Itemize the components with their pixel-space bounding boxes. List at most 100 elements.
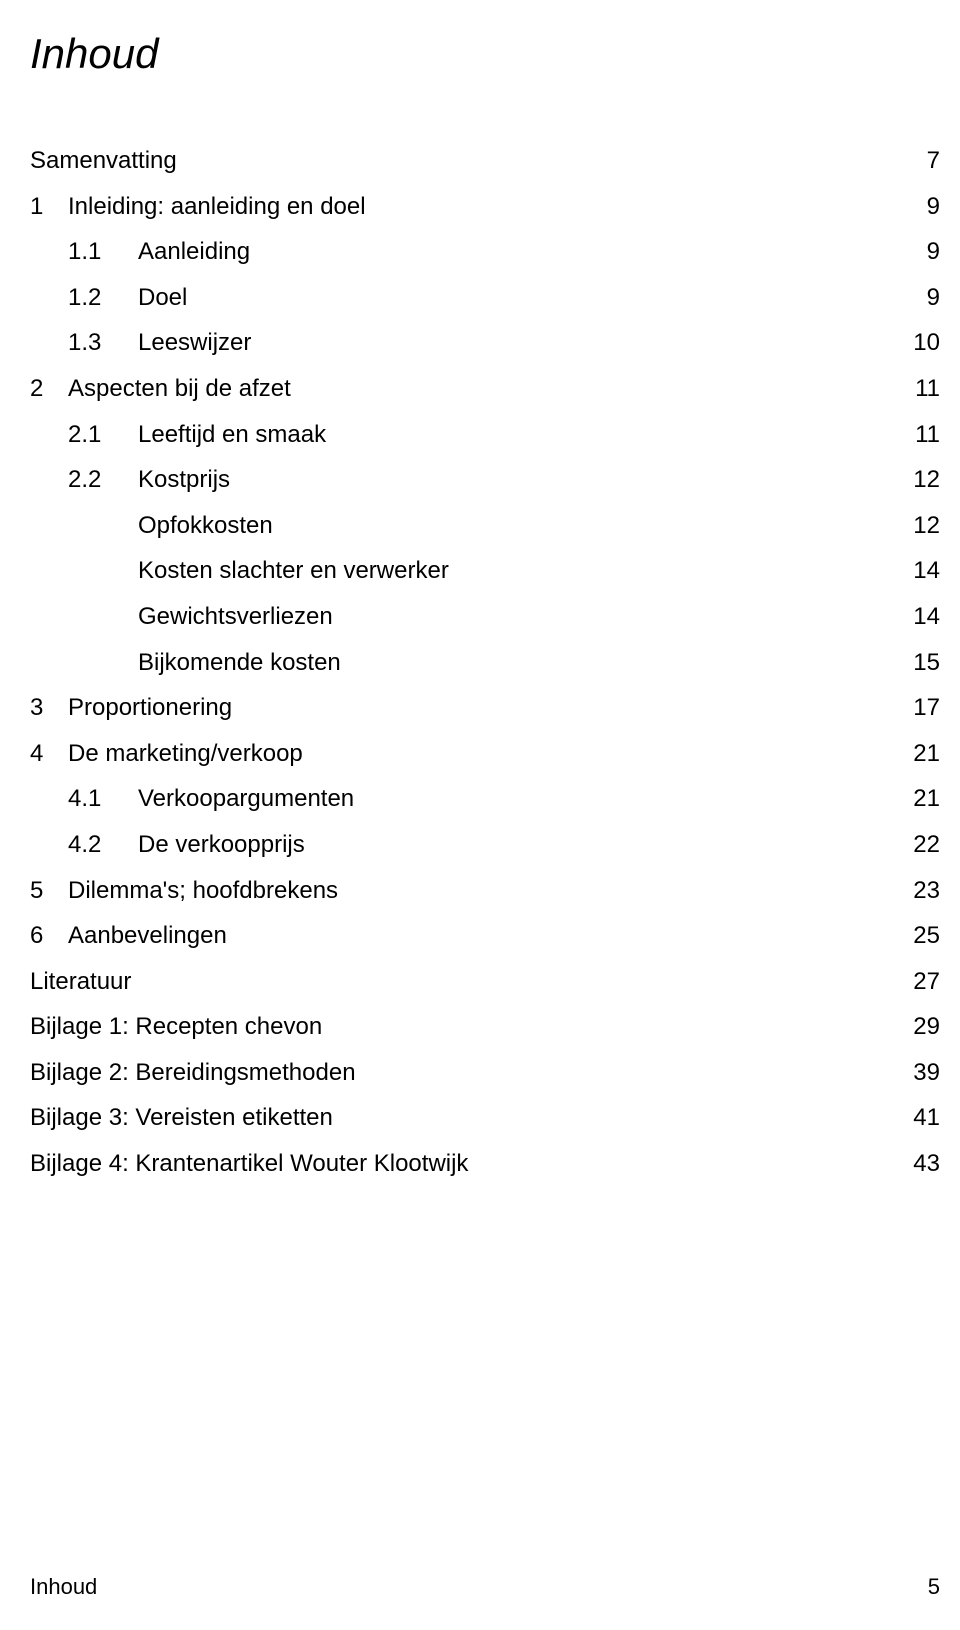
toc-number: 1.2 xyxy=(68,275,138,321)
toc-row: 1.1Aanleiding 9 xyxy=(30,229,940,275)
toc-label: Bijlage 1: Recepten chevon xyxy=(30,1004,322,1050)
toc-label: Doel xyxy=(138,275,187,321)
toc-page: 9 xyxy=(900,275,940,321)
footer-section-label: Inhoud xyxy=(30,1574,97,1600)
toc-row: 5Dilemma's; hoofdbrekens 23 xyxy=(30,868,940,914)
toc-row: 1.3Leeswijzer10 xyxy=(30,320,940,366)
toc-row: 1Inleiding: aanleiding en doel 9 xyxy=(30,184,940,230)
toc-page: 14 xyxy=(900,594,940,640)
toc-number: 2.1 xyxy=(68,412,138,458)
toc-page: 14 xyxy=(900,548,940,594)
toc-page: 7 xyxy=(900,138,940,184)
toc-row: Bijlage 2: Bereidingsmethoden 39 xyxy=(30,1050,940,1096)
toc-page: 29 xyxy=(900,1004,940,1050)
toc-label: Bijlage 2: Bereidingsmethoden xyxy=(30,1050,356,1096)
toc-number: 1 xyxy=(30,184,68,230)
toc-page: 27 xyxy=(900,959,940,1005)
toc-row-left: Gewichtsverliezen xyxy=(30,594,333,640)
toc-number: 4.1 xyxy=(68,776,138,822)
toc-label: Kostprijs xyxy=(138,457,230,503)
toc-page: 12 xyxy=(900,503,940,549)
toc-row: Gewichtsverliezen 14 xyxy=(30,594,940,640)
toc-label: Aanbevelingen xyxy=(68,913,227,959)
table-of-contents: Samenvatting71Inleiding: aanleiding en d… xyxy=(30,138,940,1187)
toc-row-left: 2.2Kostprijs xyxy=(30,457,230,503)
toc-row: Bijkomende kosten 15 xyxy=(30,640,940,686)
toc-row-left: 2.1Leeftijd en smaak xyxy=(30,412,326,458)
toc-page: 41 xyxy=(900,1095,940,1141)
toc-label: Leeswijzer xyxy=(138,320,251,366)
toc-row-left: Bijlage 3: Vereisten etiketten xyxy=(30,1095,333,1141)
toc-row: Bijlage 3: Vereisten etiketten 41 xyxy=(30,1095,940,1141)
toc-row-left: Samenvatting xyxy=(30,138,177,184)
toc-row: 2.2Kostprijs12 xyxy=(30,457,940,503)
toc-number: 3 xyxy=(30,685,68,731)
toc-number: 1.3 xyxy=(68,320,138,366)
toc-label: Gewichtsverliezen xyxy=(138,594,333,640)
page-title: Inhoud xyxy=(30,30,940,78)
toc-row: Bijlage 1: Recepten chevon 29 xyxy=(30,1004,940,1050)
toc-row: 1.2Doel 9 xyxy=(30,275,940,321)
toc-row: 4.2De verkoopprijs 22 xyxy=(30,822,940,868)
toc-label: Leeftijd en smaak xyxy=(138,412,326,458)
toc-label: Aanleiding xyxy=(138,229,250,275)
toc-row-left: Literatuur xyxy=(30,959,131,1005)
toc-page: 11 xyxy=(900,412,940,458)
toc-row: 2Aspecten bij de afzet 11 xyxy=(30,366,940,412)
toc-page: 43 xyxy=(900,1141,940,1187)
toc-number: 6 xyxy=(30,913,68,959)
toc-page: 9 xyxy=(900,229,940,275)
toc-number: 4.2 xyxy=(68,822,138,868)
toc-row-left: 1Inleiding: aanleiding en doel xyxy=(30,184,366,230)
toc-label: Bijlage 4: Krantenartikel Wouter Klootwi… xyxy=(30,1141,468,1187)
toc-row-left: 4.1Verkoopargumenten xyxy=(30,776,354,822)
toc-row-left: Bijkomende kosten xyxy=(30,640,341,686)
toc-row-left: Bijlage 4: Krantenartikel Wouter Klootwi… xyxy=(30,1141,468,1187)
toc-row-left: 3Proportionering xyxy=(30,685,232,731)
toc-label: Aspecten bij de afzet xyxy=(68,366,291,412)
toc-row: Samenvatting 7 xyxy=(30,138,940,184)
toc-page: 22 xyxy=(900,822,940,868)
toc-page: 17 xyxy=(900,685,940,731)
toc-number: 5 xyxy=(30,868,68,914)
toc-row-left: 1.1Aanleiding xyxy=(30,229,250,275)
toc-page: 15 xyxy=(900,640,940,686)
toc-row: Bijlage 4: Krantenartikel Wouter Klootwi… xyxy=(30,1141,940,1187)
toc-row-left: 1.3Leeswijzer xyxy=(30,320,251,366)
toc-row-left: Opfokkosten xyxy=(30,503,273,549)
toc-label: Proportionering xyxy=(68,685,232,731)
footer-page-number: 5 xyxy=(928,1574,940,1600)
toc-number: 2 xyxy=(30,366,68,412)
page-footer: Inhoud 5 xyxy=(30,1574,940,1600)
toc-number: 1.1 xyxy=(68,229,138,275)
toc-page: 11 xyxy=(900,366,940,412)
toc-row-left: 2Aspecten bij de afzet xyxy=(30,366,291,412)
toc-row: Kosten slachter en verwerker 14 xyxy=(30,548,940,594)
toc-row-left: Bijlage 2: Bereidingsmethoden xyxy=(30,1050,356,1096)
toc-label: Dilemma's; hoofdbrekens xyxy=(68,868,338,914)
toc-label: Samenvatting xyxy=(30,138,177,184)
toc-label: De verkoopprijs xyxy=(138,822,305,868)
toc-label: Kosten slachter en verwerker xyxy=(138,548,449,594)
toc-page: 9 xyxy=(900,184,940,230)
toc-label: Bijkomende kosten xyxy=(138,640,341,686)
toc-row-left: Bijlage 1: Recepten chevon xyxy=(30,1004,322,1050)
toc-label: Opfokkosten xyxy=(138,503,273,549)
toc-row: 4.1Verkoopargumenten 21 xyxy=(30,776,940,822)
toc-row-left: 4.2De verkoopprijs xyxy=(30,822,305,868)
toc-row: 6Aanbevelingen 25 xyxy=(30,913,940,959)
toc-page: 25 xyxy=(900,913,940,959)
toc-row-left: 6Aanbevelingen xyxy=(30,913,227,959)
toc-row-left: 4De marketing/verkoop xyxy=(30,731,303,777)
toc-page: 39 xyxy=(900,1050,940,1096)
toc-label: Verkoopargumenten xyxy=(138,776,354,822)
toc-page: 21 xyxy=(900,776,940,822)
toc-label: Literatuur xyxy=(30,959,131,1005)
toc-row: 4De marketing/verkoop21 xyxy=(30,731,940,777)
toc-row-left: 1.2Doel xyxy=(30,275,187,321)
toc-number: 2.2 xyxy=(68,457,138,503)
toc-row-left: Kosten slachter en verwerker xyxy=(30,548,449,594)
toc-number: 4 xyxy=(30,731,68,777)
toc-page: 23 xyxy=(900,868,940,914)
toc-row: Opfokkosten 12 xyxy=(30,503,940,549)
